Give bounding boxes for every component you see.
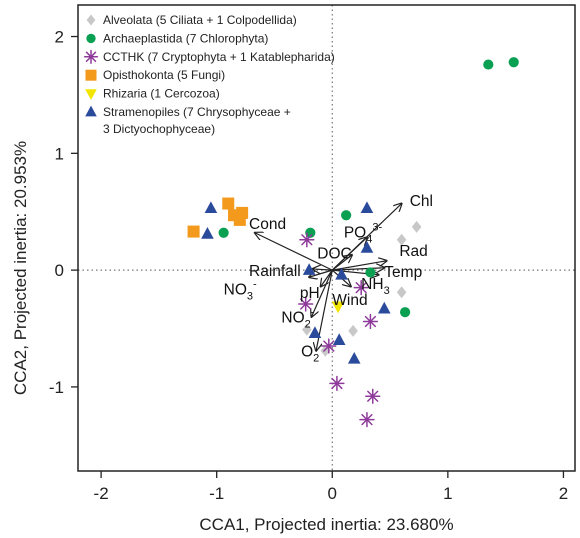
point-square	[222, 197, 235, 210]
point-diamond	[320, 344, 331, 357]
point-circle	[365, 267, 376, 278]
legend-entry-label: Alveolata (5 Ciliata + 1 Colpodellida)	[103, 13, 297, 27]
asterisk-stroke	[323, 340, 335, 352]
point-circle	[399, 307, 411, 318]
asterisk-stroke	[331, 377, 343, 390]
point-asterisk	[321, 338, 337, 354]
point-triangle-up	[302, 263, 316, 275]
point-triangle-up	[335, 267, 348, 280]
series-triangle-up	[201, 201, 391, 364]
y-tick-label: 1	[55, 144, 64, 163]
point-asterisk	[83, 49, 99, 64]
vector-label: NO3-	[224, 279, 257, 303]
vector-arrow	[311, 269, 333, 317]
vector-arrow	[309, 269, 333, 277]
point-diamond	[86, 14, 96, 26]
vector-label: pH	[300, 285, 320, 302]
point-diamond	[348, 324, 358, 337]
point-triangle-up	[201, 227, 214, 239]
point-square	[85, 69, 97, 81]
point-diamond	[411, 220, 422, 233]
point-circle	[341, 210, 352, 221]
legend-entry-label: Opisthokonta (5 Fungi)	[103, 68, 225, 82]
asterisk-stroke	[361, 413, 373, 426]
series-triangle-down	[331, 301, 345, 314]
asterisk-stroke	[85, 51, 97, 63]
legend-entry-label: Archaeplastida (7 Chlorophyta)	[103, 31, 268, 45]
y-tick-label: 2	[55, 28, 64, 47]
vector-label: Chl a	[410, 193, 433, 210]
point-asterisk	[359, 411, 375, 428]
x-tick-label: 2	[559, 484, 568, 503]
vector-arrow	[255, 233, 333, 271]
point-triangle-down	[85, 89, 97, 100]
point-asterisk	[299, 232, 315, 248]
asterisk-stroke	[355, 282, 367, 294]
vector-label: Rad	[399, 243, 427, 260]
vector-label: DOC	[317, 245, 351, 262]
x-tick-label: -2	[94, 484, 109, 503]
legend: Alveolata (5 Ciliata + 1 Colpodellida) Ar…	[83, 13, 335, 136]
point-asterisk	[353, 279, 369, 296]
vector-labels: Chl aCondPO43-DOCRadTempNH3RainfallNO3-p…	[224, 193, 433, 365]
asterisk-stroke	[364, 315, 377, 328]
vector-label: NO2-	[281, 307, 314, 331]
point-diamond	[302, 323, 312, 336]
point-diamond	[396, 233, 407, 246]
y-axis-label: CCA2, Projected inertia: 20.953%	[11, 141, 30, 395]
point-triangle-up	[85, 105, 97, 117]
point-triangle-up	[360, 241, 374, 253]
vector-label: Temp	[384, 264, 422, 281]
point-triangle-up	[360, 201, 374, 214]
vector-label: NH3	[361, 276, 390, 297]
series-asterisk	[298, 232, 381, 428]
point-circle	[218, 227, 229, 238]
vector-label: Wind	[332, 292, 367, 309]
asterisk-stroke	[300, 298, 312, 310]
point-asterisk	[362, 313, 379, 330]
legend-entry-label: 3 Dictyochophyceae)	[103, 122, 215, 136]
vector-arrow	[331, 255, 352, 271]
asterisk-stroke	[367, 390, 379, 402]
y-tick-label: 0	[55, 261, 64, 280]
asterisk-stroke	[301, 234, 313, 246]
x-tick-label: -1	[209, 484, 224, 503]
series-square	[187, 197, 249, 238]
series-circle	[218, 57, 519, 318]
x-tick-label: 1	[443, 484, 452, 503]
point-triangle-up	[347, 351, 361, 364]
vector-arrow	[321, 269, 333, 286]
legend-entry-label: CCTHK (7 Cryptophyta + 1 Katablepharida)	[103, 50, 335, 64]
point-asterisk	[365, 388, 381, 404]
vector-arrow	[313, 269, 333, 270]
point-diamond	[396, 286, 407, 299]
point-triangle-up	[332, 333, 346, 345]
axes: -2 -1 0 1 2 -1 0 1 2	[49, 28, 568, 503]
legend-entry-label: Stramenopiles (7 Chrysophyceae +	[103, 105, 291, 119]
point-square	[187, 225, 200, 238]
point-circle	[86, 33, 96, 44]
y-tick-label: -1	[49, 378, 64, 397]
plot-frame	[77, 4, 576, 472]
point-triangle-down	[331, 301, 345, 314]
legend-entry-label: Rhizaria (1 Cercozoa)	[103, 87, 220, 101]
point-triangle-up	[308, 326, 322, 338]
x-axis-label: CCA1, Projected inertia: 23.680%	[199, 515, 453, 534]
point-circle	[483, 59, 494, 70]
point-circle	[305, 227, 316, 238]
vector-label: Cond	[249, 216, 286, 233]
series-diamond	[302, 220, 422, 357]
point-triangle-up	[377, 301, 391, 314]
point-triangle-up	[204, 201, 218, 214]
point-asterisk	[298, 296, 314, 312]
point-asterisk	[329, 375, 345, 392]
data-points	[187, 57, 519, 428]
point-square	[233, 213, 246, 226]
x-tick-label: 0	[328, 484, 337, 503]
vector-label: Rainfall	[249, 263, 301, 280]
point-circle	[508, 57, 519, 68]
